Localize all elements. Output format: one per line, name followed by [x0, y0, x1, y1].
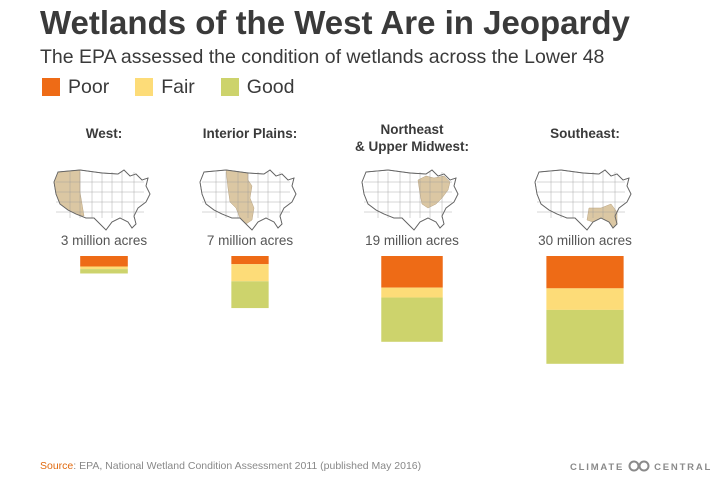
brand-mark-icon [628, 460, 650, 475]
region-title-line: Northeast [380, 122, 444, 137]
bar-segment-poor [231, 256, 269, 265]
legend-swatch-poor [42, 78, 60, 96]
bar-segment-good [381, 297, 443, 342]
chart-title: Wetlands of the West Are in Jeopardy [40, 4, 630, 41]
legend-label-good: Good [246, 75, 295, 98]
bar-segment-poor [381, 256, 443, 288]
us-outline-stroke [53, 169, 151, 231]
region-title-line: Interior Plains: [203, 126, 298, 141]
source-text: : EPA, National Wetland Condition Assess… [73, 460, 422, 472]
bar-segment-good [231, 281, 269, 309]
us-outline-stroke [534, 169, 632, 231]
legend-item-fair: Fair [135, 76, 195, 99]
region-group-2: Interior Plains: 7 million acres [199, 126, 298, 309]
region-group-4: Southeast: 30 million acres [534, 126, 632, 364]
legend-swatch-fair [135, 78, 154, 96]
us-map-icon [361, 169, 459, 231]
us-outline-stroke [199, 169, 297, 231]
bar-segment-fair [546, 288, 624, 310]
bar-segment-poor [546, 256, 624, 289]
bar-segment-fair [80, 266, 128, 270]
bar-segment-fair [381, 287, 443, 298]
region-title-line: West: [86, 126, 123, 141]
region-title-line: & Upper Midwest: [355, 139, 469, 154]
bar-segment-fair [231, 264, 269, 282]
us-map-icon [534, 169, 632, 231]
source-label: Source [40, 460, 74, 472]
legend-item-poor: Poor [42, 76, 109, 99]
legend-label-poor: Poor [68, 75, 110, 98]
total-acres-label: 19 million acres [365, 233, 459, 248]
bar-segment-poor [80, 256, 128, 267]
bar-segment-good [80, 269, 128, 274]
legend-swatch-good [220, 78, 239, 96]
state-borders [537, 172, 625, 218]
brand-left-text: CLIMATE [570, 462, 625, 473]
region-group-1: West: 3 million acres [53, 126, 151, 274]
region-highlight [53, 169, 85, 217]
us-outline-stroke [361, 169, 459, 231]
chart-subtitle: The EPA assessed the condition of wetlan… [40, 46, 605, 68]
total-acres-label: 3 million acres [61, 233, 148, 248]
total-acres-label: 7 million acres [207, 233, 294, 248]
total-acres-label: 30 million acres [538, 233, 632, 248]
legend-label-fair: Fair [161, 75, 195, 98]
us-map-icon [53, 169, 151, 231]
legend: Poor Fair Good [42, 74, 321, 100]
legend-item-good: Good [220, 75, 295, 99]
state-borders [56, 172, 144, 218]
region-title-line: Southeast: [550, 126, 620, 141]
region-group-3: Northeast & Upper Midwest: 19 million acre… [355, 122, 469, 342]
state-borders [364, 172, 452, 218]
source-note: Source: EPA, National Wetland Condition … [40, 460, 421, 472]
us-map-icon [199, 169, 297, 231]
bar-segment-good [546, 309, 624, 364]
state-borders [202, 172, 290, 218]
climate-central-logo: CLIMATE CENTRAL [570, 460, 712, 475]
brand-right-text: CENTRAL [654, 462, 713, 473]
